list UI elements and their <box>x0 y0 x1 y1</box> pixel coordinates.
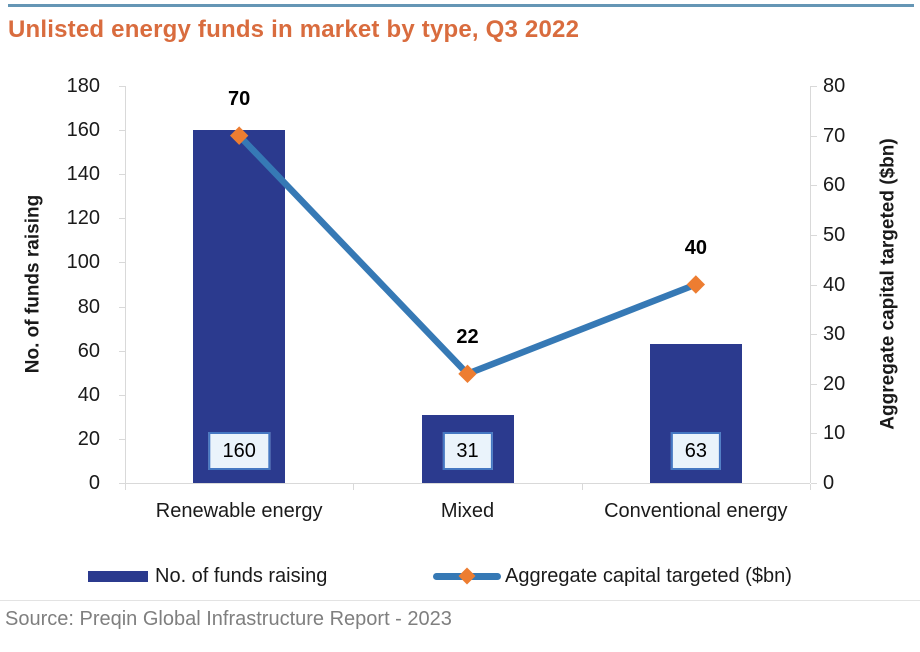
bar <box>193 130 286 483</box>
source-text: Source: Preqin Global Infrastructure Rep… <box>5 608 452 630</box>
legend-line-label: Aggregate capital targeted ($bn) <box>505 565 792 587</box>
left-axis-tick-label: 180 <box>66 75 100 97</box>
right-axis-tick-label: 70 <box>823 124 846 147</box>
left-axis-tick-label: 120 <box>66 207 100 230</box>
right-axis-tick-label: 80 <box>823 75 846 97</box>
legend-line-marker-icon <box>458 567 476 585</box>
line-marker-diamond-icon <box>686 275 706 294</box>
right-axis-tick-label: 20 <box>823 372 846 395</box>
left-axis-tick <box>119 483 125 484</box>
line-data-label: 22 <box>456 325 479 348</box>
bar-value-label: 31 <box>442 432 493 470</box>
right-axis-tick-label: 40 <box>823 273 846 296</box>
left-axis-tick <box>119 306 125 308</box>
left-axis-tick <box>119 262 125 264</box>
right-axis-tick <box>811 433 817 435</box>
source-divider-rule <box>0 600 920 601</box>
right-axis-line <box>810 86 811 483</box>
top-divider-rule <box>8 4 914 7</box>
line-data-label: 70 <box>228 87 251 110</box>
right-axis-tick <box>811 334 817 336</box>
left-axis-tick-label: 80 <box>77 295 100 318</box>
right-axis-tick-label: 60 <box>823 174 846 197</box>
right-axis-tick-label: 50 <box>823 223 846 246</box>
right-axis-tick <box>811 185 817 187</box>
legend-bar-swatch <box>88 571 148 582</box>
x-axis-tick <box>353 484 355 490</box>
left-axis-tick <box>119 438 125 440</box>
x-axis-tick <box>810 484 811 490</box>
right-axis-title: Aggregate capital targeted ($bn) <box>877 137 898 430</box>
right-axis-tick <box>811 234 817 236</box>
right-axis-tick-label: 0 <box>823 472 835 494</box>
left-axis-tick-label: 140 <box>66 163 100 186</box>
line-marker-diamond-icon <box>458 364 477 384</box>
left-axis-tick-label: 160 <box>66 119 100 142</box>
left-axis-tick <box>119 394 125 396</box>
category-label: Conventional energy <box>604 500 788 522</box>
left-axis-tick <box>119 350 125 352</box>
right-axis-tick-label: 10 <box>823 422 846 445</box>
left-axis-tick <box>119 130 125 132</box>
left-axis-line <box>125 86 126 483</box>
left-axis-tick <box>119 218 125 220</box>
right-axis-tick <box>811 284 817 286</box>
left-axis-tick-label: 100 <box>66 251 100 274</box>
left-axis-tick-label: 0 <box>88 472 100 494</box>
x-axis-tick <box>125 484 126 490</box>
legend-bar-label: No. of funds raising <box>155 565 328 587</box>
chart-title: Unlisted energy funds in market by type,… <box>8 16 580 43</box>
right-axis-tick <box>811 483 817 484</box>
left-axis-tick-label: 60 <box>77 339 100 362</box>
right-axis-tick <box>811 135 817 137</box>
left-axis-title: No. of funds raising <box>22 194 43 373</box>
category-label: Mixed <box>440 500 495 522</box>
left-axis-tick-label: 40 <box>77 383 100 406</box>
right-axis-tick <box>811 86 817 87</box>
category-label: Renewable energy <box>155 500 323 522</box>
right-axis-tick-label: 30 <box>823 323 846 346</box>
right-axis-tick <box>811 383 817 385</box>
bar-value-label: 160 <box>208 432 270 470</box>
x-axis-line <box>125 483 810 484</box>
left-axis-tick <box>119 174 125 176</box>
bar-value-label: 63 <box>670 432 721 470</box>
left-axis-tick-label: 20 <box>77 427 100 450</box>
x-axis-tick <box>581 484 583 490</box>
left-axis-tick <box>119 86 125 87</box>
line-data-label: 40 <box>684 236 707 259</box>
